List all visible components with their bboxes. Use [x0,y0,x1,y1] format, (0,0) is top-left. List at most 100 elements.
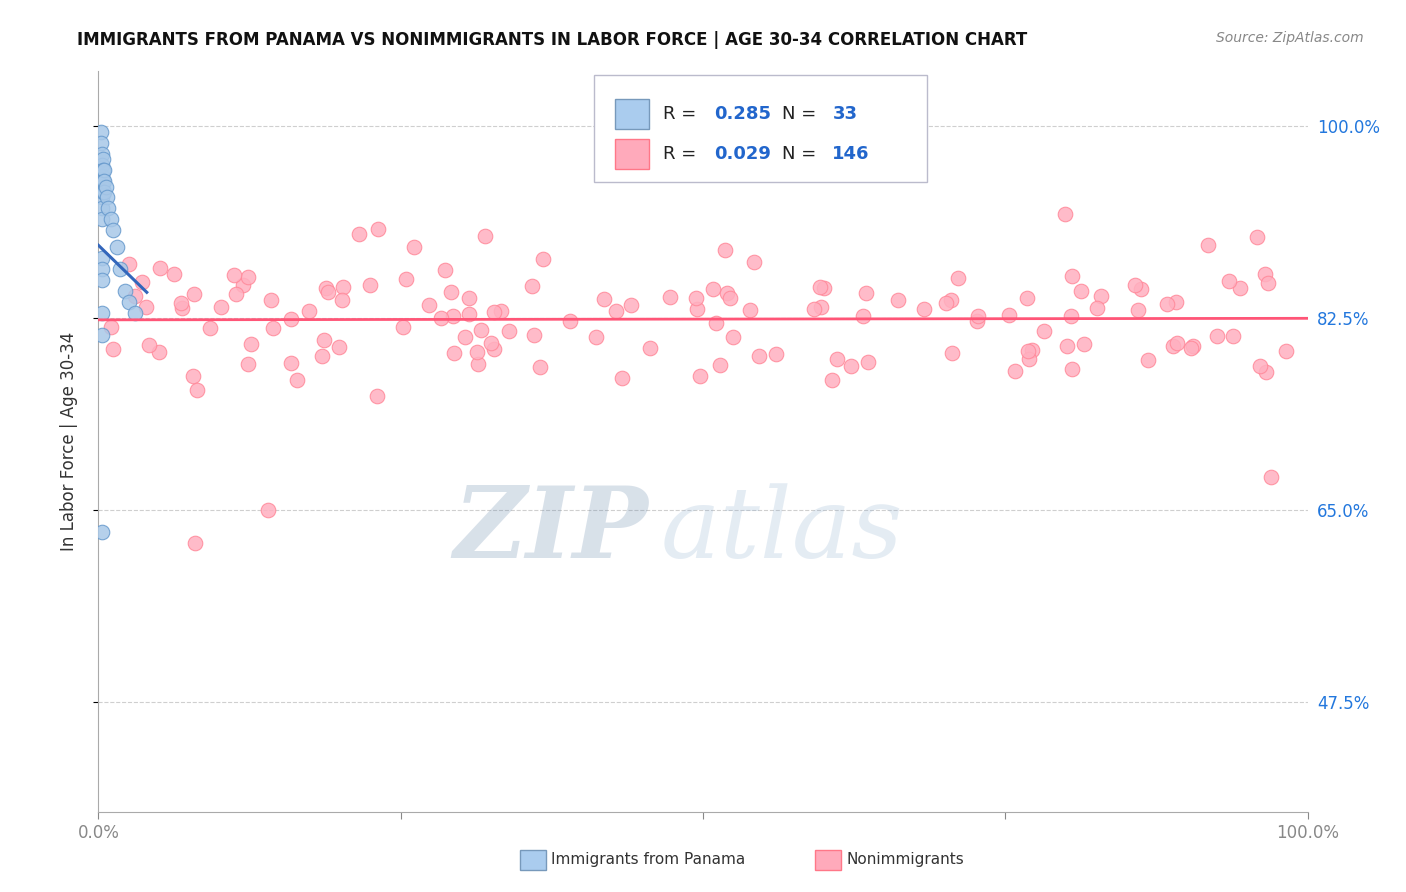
Text: 33: 33 [832,104,858,123]
Point [1056,338,1078,352]
Point [498,324,520,338]
Point [1053,207,1076,221]
Point [97,202,120,216]
Text: Source: ZipAtlas.com: Source: ZipAtlas.com [1216,31,1364,45]
Point [1017,292,1039,306]
Point [1229,281,1251,295]
Point [181,369,204,384]
Point [434,262,457,277]
Point [1166,336,1188,351]
Point [149,260,172,275]
Point [108,261,131,276]
Point [1060,269,1083,284]
Point [236,269,259,284]
Point [1257,276,1279,290]
Point [232,278,254,293]
Point [856,355,879,369]
Point [124,306,146,320]
Point [738,302,761,317]
Point [236,357,259,371]
Point [714,244,737,258]
Point [1156,297,1178,311]
Point [418,298,440,312]
Point [453,330,475,344]
Point [658,290,681,304]
Point [803,302,825,317]
Point [1246,229,1268,244]
Point [479,336,502,351]
Point [886,293,908,307]
Point [1197,238,1219,252]
Point [1123,278,1146,293]
Point [169,296,191,310]
Point [91,158,114,172]
Point [91,202,114,216]
Point [1161,339,1184,353]
Text: Immigrants from Panama: Immigrants from Panama [551,853,745,867]
Point [1085,301,1108,315]
Point [91,163,114,178]
Point [404,239,426,253]
Text: atlas: atlas [661,483,904,578]
Point [470,323,492,337]
Point [467,357,489,371]
Point [813,281,835,295]
Point [316,285,339,299]
Text: N =: N = [782,145,821,162]
Point [852,309,875,323]
Point [260,293,283,307]
Point [297,304,319,318]
Point [935,295,957,310]
Point [209,300,232,314]
Point [135,300,157,314]
Point [839,359,862,373]
Point [948,270,970,285]
Point [239,337,262,351]
Point [531,252,554,266]
Point [262,321,284,335]
Point [522,328,544,343]
Point [689,369,711,384]
Point [821,373,844,387]
Point [91,273,114,287]
FancyBboxPatch shape [595,75,927,183]
Point [482,305,505,319]
Point [183,287,205,301]
Point [1070,284,1092,298]
Point [311,349,333,363]
Point [392,320,415,334]
Point [1130,282,1153,296]
Point [101,342,124,356]
Point [1164,295,1187,310]
Point [118,257,141,271]
Point [1180,341,1202,355]
Point [474,228,496,243]
Point [172,301,194,315]
Point [1260,470,1282,484]
Point [186,383,208,397]
Point [91,327,114,342]
Point [200,320,222,334]
Point [91,524,114,539]
Point [1017,343,1039,358]
Point [94,179,117,194]
Point [529,359,551,374]
Point [1181,338,1204,352]
Point [367,222,389,236]
Point [440,285,463,299]
Text: R =: R = [664,104,702,123]
Point [114,284,136,298]
Point [709,359,731,373]
Point [93,174,115,188]
Point [748,349,770,363]
Point [912,301,935,316]
Point [315,281,337,295]
Point [966,314,988,328]
Point [93,163,115,178]
Point [256,503,278,517]
Point [941,346,963,360]
Text: R =: R = [664,145,702,162]
Point [939,293,962,307]
Point [91,169,114,183]
Point [1021,343,1043,357]
